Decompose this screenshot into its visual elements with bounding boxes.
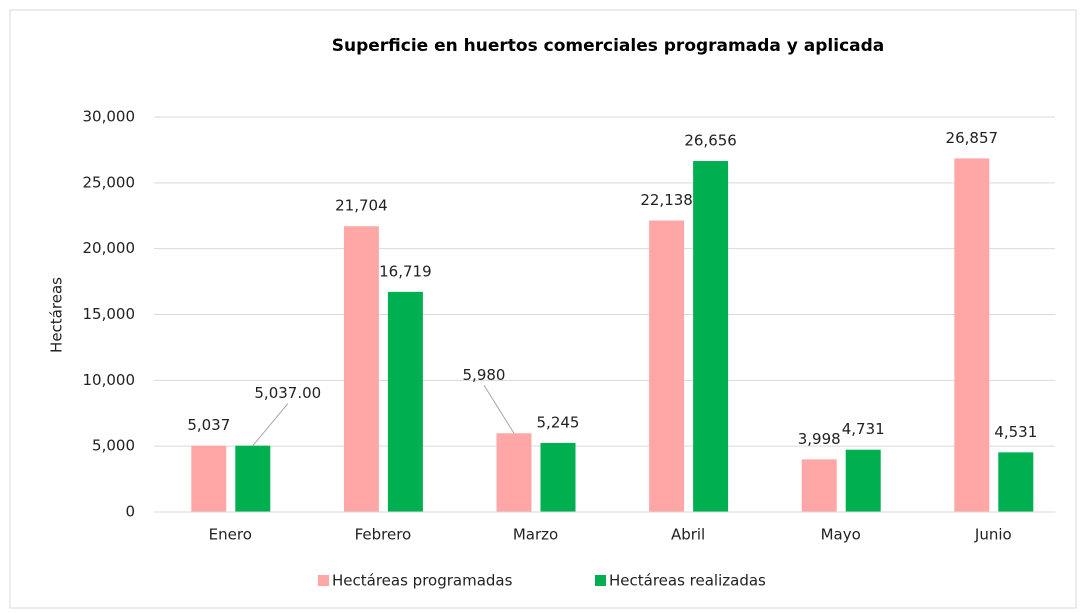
data-label: 16,719: [379, 262, 432, 280]
bar: [191, 445, 227, 512]
y-axis-title: Hectáreas: [48, 277, 66, 353]
y-tick-label: 10,000: [83, 371, 136, 389]
chart-frame: [9, 9, 1077, 609]
bar: [235, 445, 271, 512]
bar: [998, 452, 1034, 512]
data-label: 4,531: [994, 423, 1037, 441]
x-tick-label: Marzo: [513, 526, 558, 544]
bar: [845, 449, 881, 512]
data-label: 22,138: [640, 191, 693, 209]
bar: [649, 220, 685, 512]
y-tick-label: 5,000: [92, 437, 135, 455]
data-label: 5,245: [537, 413, 580, 431]
bar: [343, 226, 379, 513]
legend-label: Hectáreas programadas: [332, 572, 513, 590]
data-label: 5,980: [463, 366, 506, 384]
x-tick-label: Enero: [209, 526, 252, 544]
bar: [954, 158, 990, 513]
data-label: 3,998: [798, 430, 841, 448]
bar: [496, 433, 532, 512]
bar: [801, 459, 837, 512]
data-label: 4,731: [842, 420, 885, 438]
bar: [387, 291, 423, 512]
y-tick-label: 15,000: [83, 305, 136, 323]
y-tick-label: 0: [125, 503, 135, 521]
data-label: 5,037: [187, 416, 230, 434]
leader-line: [483, 384, 515, 434]
y-tick-label: 30,000: [83, 108, 136, 126]
x-tick-label: Abril: [671, 526, 705, 544]
bar: [540, 442, 576, 512]
data-label: 26,656: [684, 132, 737, 150]
legend-swatch: [595, 575, 606, 586]
data-label: 21,704: [335, 197, 388, 215]
leader-line: [252, 403, 289, 446]
legend-label: Hectáreas realizadas: [609, 572, 766, 590]
data-label: 5,037.00: [254, 384, 321, 402]
y-tick-label: 25,000: [83, 173, 136, 191]
x-tick-label: Febrero: [355, 526, 412, 544]
y-tick-label: 20,000: [83, 239, 136, 257]
x-tick-label: Junio: [974, 526, 1012, 544]
legend-swatch: [318, 575, 329, 586]
data-label: 26,857: [946, 129, 999, 147]
x-tick-label: Mayo: [821, 526, 861, 544]
bar: [693, 161, 729, 512]
chart-title: Superficie en huertos comerciales progra…: [332, 36, 885, 56]
